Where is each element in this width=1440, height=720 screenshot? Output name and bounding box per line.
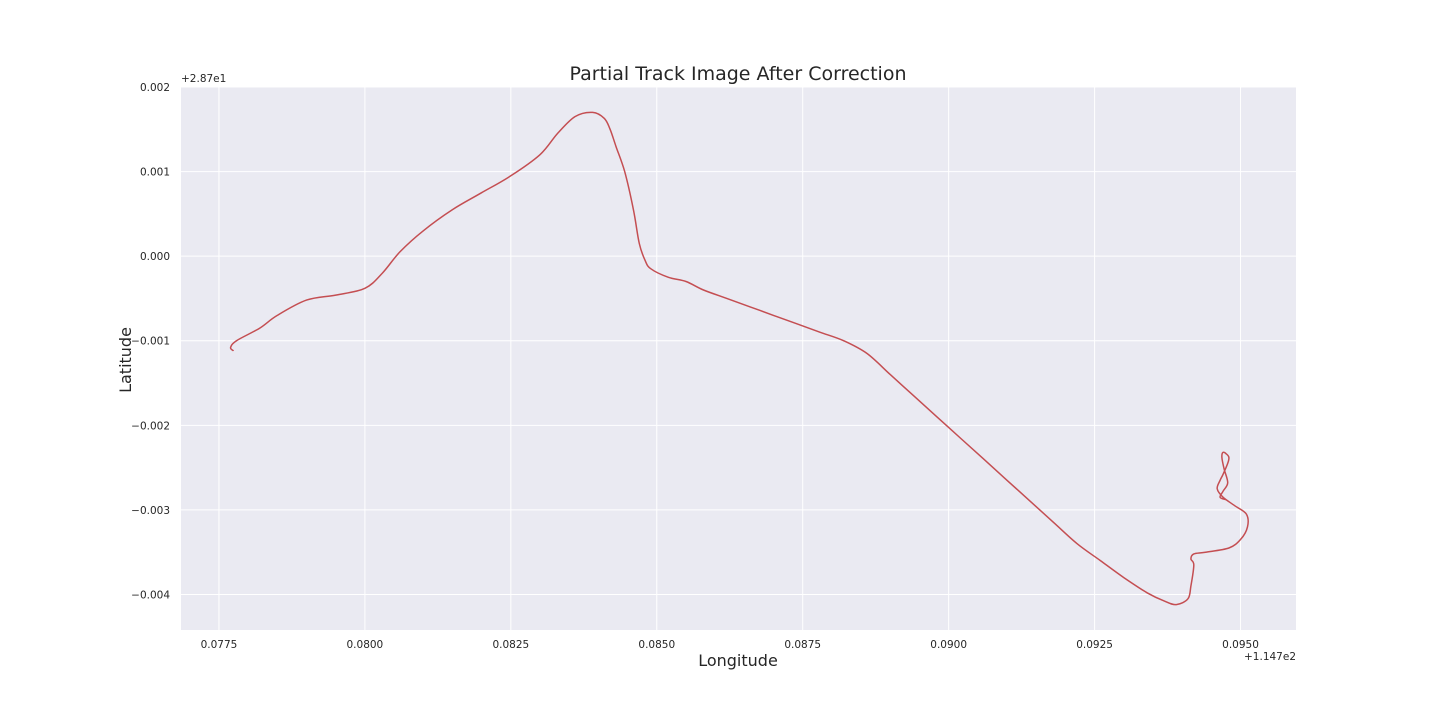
y-tick-label: 0.002 [140, 82, 170, 94]
x-tick-label: 0.0900 [930, 639, 967, 651]
x-tick-label: 0.0875 [784, 639, 821, 651]
x-tick-label: 0.0950 [1222, 639, 1259, 651]
track-line [229, 111, 1249, 606]
x-offset-label: +1.147e2 [1244, 651, 1296, 663]
x-tick-label: 0.0850 [638, 639, 675, 651]
y-tick-label: −0.001 [131, 336, 170, 348]
y-tick-label: −0.003 [131, 505, 170, 517]
x-tick-label: 0.0800 [347, 639, 384, 651]
plot-area [181, 87, 1296, 630]
x-tick-label: 0.0775 [201, 639, 238, 651]
x-tick-label: 0.0925 [1076, 639, 1113, 651]
x-axis-label: Longitude [698, 651, 778, 670]
y-offset-label: +2.87e1 [181, 73, 226, 85]
y-tick-label: 0.001 [140, 167, 170, 179]
x-tick-labels: 0.0775 0.0800 0.0825 0.0850 0.0875 0.0900 0.09… [201, 639, 1259, 651]
grid-lines [181, 86, 1296, 630]
series-layer [229, 111, 1249, 606]
y-tick-label: 0.000 [140, 251, 170, 263]
y-tick-label: −0.002 [131, 420, 170, 432]
y-tick-labels: 0.002 0.001 0.000 −0.001 −0.002 −0.003 −0.004 [131, 82, 170, 601]
y-tick-label: −0.004 [131, 589, 170, 601]
chart-title: Partial Track Image After Correction [569, 63, 906, 85]
x-tick-label: 0.0825 [492, 639, 529, 651]
y-axis-label: Latitude [116, 327, 135, 393]
